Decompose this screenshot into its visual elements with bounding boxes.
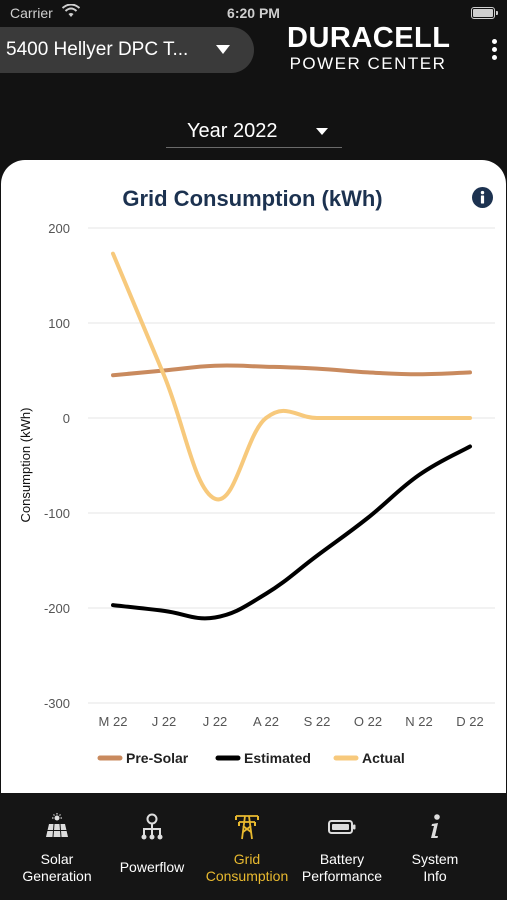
x-tick-label: M 22 (99, 714, 128, 729)
legend-label: Pre-Solar (126, 750, 189, 766)
bottom-tab-bar: Solar Generation Powerflow Grid Consumpt… (0, 793, 507, 900)
info-italic-icon (431, 814, 440, 838)
y-tick-label: -300 (44, 696, 70, 711)
series-line-pre-solar (111, 363, 472, 378)
series-line-actual (111, 251, 472, 502)
x-tick-label: D 22 (456, 714, 483, 729)
tab-battery-performance[interactable]: Battery Performance (294, 793, 390, 900)
more-menu-icon[interactable] (487, 39, 501, 63)
powerflow-icon (141, 813, 163, 840)
y-tick-label: 0 (63, 411, 70, 426)
tab-label: Grid Consumption (205, 851, 289, 884)
x-tick-label: O 22 (354, 714, 382, 729)
legend-label: Actual (362, 750, 405, 766)
duracell-logo: DURACELL POWER CENTER (287, 22, 451, 74)
y-tick-label: -100 (44, 506, 70, 521)
battery-status-icon (471, 7, 498, 19)
tab-label: Solar Generation (22, 851, 92, 884)
series-line-estimated (111, 444, 472, 621)
site-name: 5400 Hellyer DPC T... (6, 39, 189, 60)
year-label: Year 2022 (187, 120, 278, 142)
tab-system-info[interactable]: System Info (387, 793, 483, 900)
x-tick-label: N 22 (405, 714, 432, 729)
x-tick-label: J 22 (203, 714, 228, 729)
brand-name: DURACELL (287, 22, 451, 54)
tab-powerflow[interactable]: Powerflow (104, 793, 200, 900)
wifi-icon (62, 4, 80, 17)
carrier-label: Carrier (10, 5, 53, 21)
tab-label: Battery Performance (301, 851, 383, 884)
year-selector[interactable]: Year 2022 (166, 116, 342, 148)
solar-panel-icon (46, 813, 68, 838)
tab-label: System Info (411, 851, 459, 884)
y-tick-label: -200 (44, 601, 70, 616)
y-tick-label: 100 (48, 316, 70, 331)
site-selector[interactable]: 5400 Hellyer DPC T... (0, 27, 254, 73)
status-bar: Carrier 6:20 PM (0, 0, 507, 28)
battery-icon (328, 820, 356, 834)
tab-solar-generation[interactable]: Solar Generation (9, 793, 105, 900)
y-tick-label: 200 (48, 221, 70, 236)
clock: 6:20 PM (227, 5, 280, 21)
chart-card (1, 160, 506, 800)
tab-grid-consumption[interactable]: Grid Consumption (199, 793, 295, 900)
y-axis-label: Consumption (kWh) (18, 408, 33, 523)
x-tick-label: J 22 (152, 714, 177, 729)
grid-consumption-chart: 200 100 0 -100 -200 -300 M 22 J 22 J 22 A 22 S 22 O… (18, 221, 495, 766)
chevron-down-icon (316, 128, 328, 135)
tab-label: Powerflow (119, 859, 185, 875)
brand-subtitle: POWER CENTER (289, 54, 447, 73)
x-tick-label: S 22 (304, 714, 331, 729)
x-tick-label: A 22 (253, 714, 279, 729)
legend-label: Estimated (244, 750, 311, 766)
info-icon[interactable] (472, 187, 493, 208)
power-tower-icon (235, 815, 259, 840)
chevron-down-icon (216, 45, 230, 54)
chart-title: Grid Consumption (kWh) (122, 186, 383, 211)
